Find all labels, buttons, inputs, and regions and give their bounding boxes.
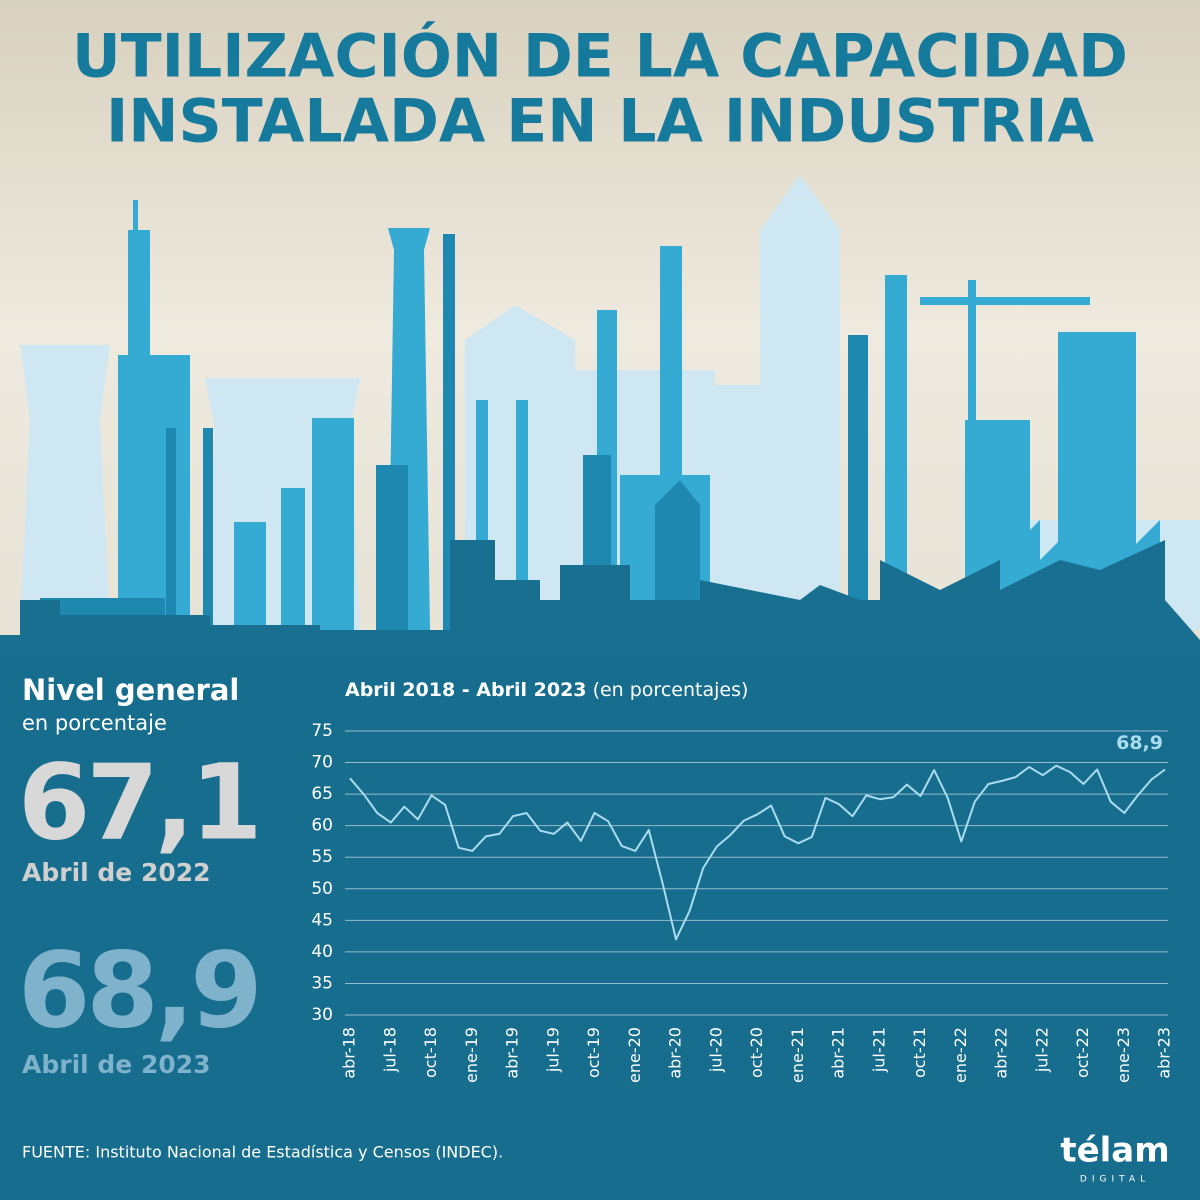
x-tick-label: abr-23 bbox=[1155, 1027, 1174, 1079]
panel bbox=[0, 655, 1200, 1200]
x-tick-label: oct-22 bbox=[1073, 1027, 1092, 1078]
x-tick-label: ene-23 bbox=[1114, 1027, 1133, 1083]
y-tick-label: 70 bbox=[311, 753, 333, 773]
data-label: 68,9 bbox=[1116, 732, 1163, 754]
x-tick-label: ene-22 bbox=[951, 1027, 970, 1083]
y-tick-label: 50 bbox=[311, 879, 333, 899]
x-tick-label: abr-19 bbox=[503, 1027, 522, 1079]
chart-heading: Abril 2018 - Abril 2023 (en porcentajes) bbox=[345, 679, 748, 701]
x-tick-label: jul-20 bbox=[706, 1027, 725, 1073]
x-tick-label: jul-18 bbox=[380, 1027, 399, 1073]
title-line: UTILIZACIÓN DE LA CAPACIDAD bbox=[72, 21, 1128, 92]
x-tick-label: abr-22 bbox=[992, 1027, 1011, 1079]
x-tick-label: oct-21 bbox=[910, 1027, 929, 1078]
source: FUENTE: Instituto Nacional de Estadístic… bbox=[22, 1143, 503, 1162]
summary-subtitle: en porcentaje bbox=[22, 711, 167, 735]
logo-sub: DIGITAL bbox=[1080, 1175, 1150, 1185]
x-tick-label: jul-19 bbox=[543, 1027, 562, 1073]
y-tick-label: 30 bbox=[311, 1005, 333, 1025]
x-tick-label: oct-20 bbox=[747, 1027, 766, 1078]
chart-subtitle: (en porcentajes) bbox=[593, 679, 749, 701]
y-tick-label: 45 bbox=[311, 910, 333, 930]
summary-period: Abril de 2022 bbox=[22, 858, 211, 887]
x-tick-label: jul-21 bbox=[869, 1027, 888, 1073]
summary-value: 68,9 bbox=[18, 929, 259, 1051]
y-tick-label: 75 bbox=[311, 721, 333, 741]
x-tick-label: oct-19 bbox=[584, 1027, 603, 1078]
y-tick-label: 40 bbox=[311, 942, 333, 962]
summary-title: Nivel general bbox=[22, 673, 239, 707]
data-line bbox=[349, 764, 1166, 941]
x-tick-label: ene-19 bbox=[462, 1027, 481, 1083]
x-tick-label: abr-20 bbox=[666, 1027, 685, 1079]
chart-title: Abril 2018 - Abril 2023 bbox=[345, 679, 587, 701]
chart: 30 35 40 45 50 55 60 65 70 75 abr-18 jul-18 oct-18 en… bbox=[311, 721, 1173, 1083]
summary-period: Abril de 2023 bbox=[22, 1050, 211, 1079]
logo: télam bbox=[1060, 1131, 1169, 1171]
y-tick-label: 35 bbox=[311, 973, 333, 993]
x-tick-label: abr-18 bbox=[340, 1027, 359, 1079]
skyline bbox=[0, 175, 1200, 660]
title-line: INSTALADA EN LA INDUSTRIA bbox=[106, 87, 1095, 157]
y-tick-label: 55 bbox=[311, 847, 333, 867]
y-tick-label: 60 bbox=[311, 816, 333, 836]
x-tick-label: abr-21 bbox=[829, 1027, 848, 1079]
x-tick-label: oct-18 bbox=[421, 1027, 440, 1078]
x-tick-label: ene-20 bbox=[625, 1027, 644, 1083]
x-tick-label: ene-21 bbox=[788, 1027, 807, 1083]
x-tick-label: jul-22 bbox=[1032, 1027, 1051, 1073]
y-tick-label: 65 bbox=[311, 784, 333, 804]
summary-value: 67,1 bbox=[18, 741, 259, 863]
